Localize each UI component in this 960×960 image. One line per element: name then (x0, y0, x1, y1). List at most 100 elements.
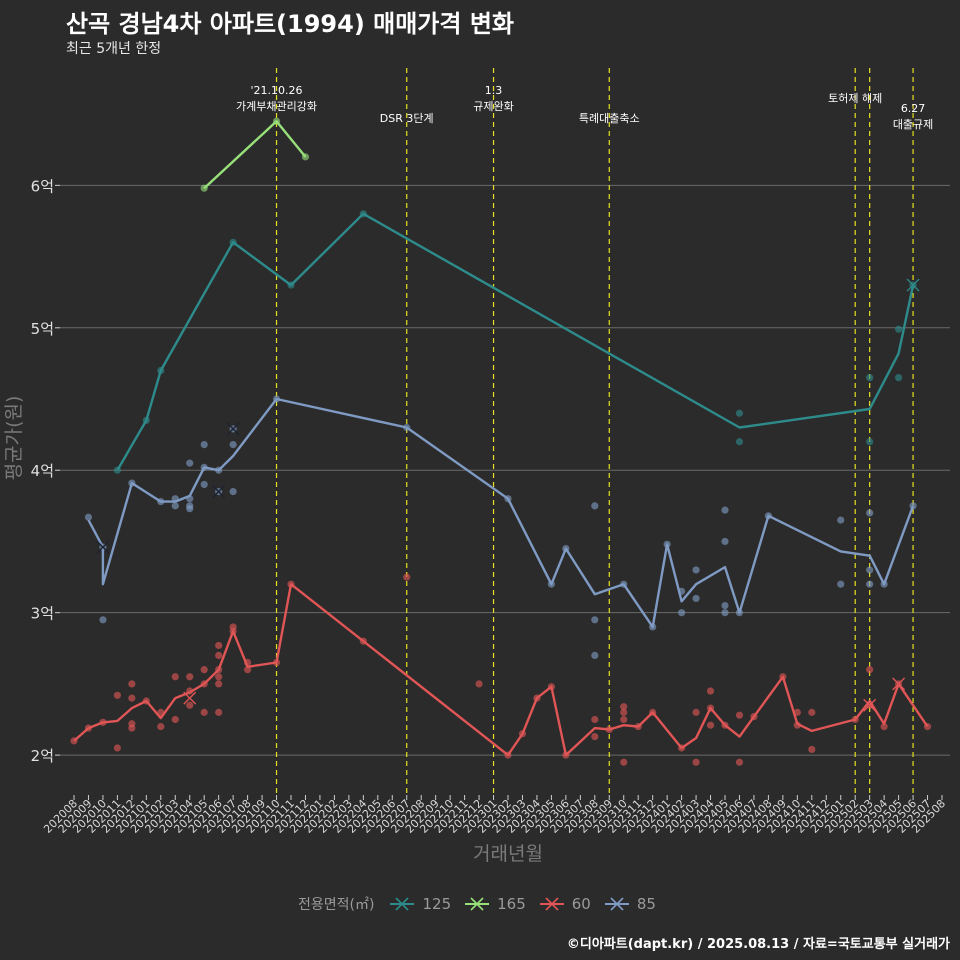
data-point (403, 573, 411, 581)
data-point (171, 673, 179, 681)
data-point (157, 723, 165, 731)
data-point (200, 440, 208, 449)
data-point (866, 438, 874, 446)
data-point (692, 566, 700, 574)
series-60 (70, 573, 932, 766)
series-line (116, 212, 915, 471)
series-line (87, 397, 915, 629)
data-point (692, 758, 700, 766)
data-point (895, 325, 903, 333)
data-point (808, 708, 816, 716)
data-point (215, 673, 223, 681)
data-point (866, 509, 874, 517)
series-line (203, 120, 307, 190)
data-point (215, 651, 223, 660)
series-group (70, 117, 932, 766)
y-axis-ticks: 2억 3억 4억 5억 6억 (31, 177, 60, 765)
cross-marker (906, 278, 920, 292)
legend: 전용면적(㎡) 125 165 60 85 (0, 894, 960, 914)
data-point (692, 708, 700, 716)
data-point (692, 594, 700, 603)
data-point (171, 715, 179, 724)
legend-swatch (390, 897, 415, 911)
series-85 (84, 395, 917, 660)
data-point (84, 513, 93, 521)
y-axis-title: 평균가(원) (3, 396, 25, 481)
legend-item-165: 165 (463, 895, 526, 913)
data-point (721, 601, 729, 610)
data-point (200, 666, 208, 674)
cross-marker (863, 698, 877, 712)
data-point (128, 680, 136, 688)
legend-label: 60 (571, 895, 591, 913)
data-point (721, 506, 729, 514)
event-label: '21.10.26 (251, 84, 303, 97)
data-point (186, 673, 194, 681)
event-label: 가계부채관리강화 (236, 100, 317, 113)
event-label: 대출규제 (893, 118, 933, 131)
data-point (244, 666, 252, 674)
legend-item-125: 125 (388, 895, 451, 913)
data-point (808, 745, 816, 754)
legend-item-85: 85 (603, 895, 656, 913)
data-point (171, 502, 179, 510)
data-point (866, 580, 874, 588)
source-caption: ©디아파트(dapt.kr) / 2025.08.13 / 자료=국토교통부 실… (566, 937, 950, 952)
series-line (73, 583, 929, 757)
data-point (229, 487, 237, 496)
series-125 (113, 210, 920, 474)
legend-swatch (604, 897, 629, 911)
y-tick-label: 5억 (31, 320, 54, 338)
y-tick-label: 4억 (31, 462, 54, 480)
data-point (591, 715, 599, 724)
data-point (895, 374, 903, 382)
data-point (591, 732, 599, 741)
data-point (475, 680, 483, 688)
data-point (186, 505, 194, 513)
data-point (200, 708, 208, 716)
data-point (591, 616, 599, 624)
cross-marker (212, 485, 226, 499)
series-165 (200, 117, 310, 192)
legend-item-60: 60 (538, 895, 591, 913)
data-point (735, 438, 744, 446)
legend-label: 125 (422, 895, 452, 913)
data-point (591, 502, 599, 510)
legend-swatch (539, 897, 564, 911)
data-point (735, 409, 744, 417)
data-point (200, 480, 208, 489)
data-point (99, 616, 107, 624)
event-label: 6.27 (901, 102, 926, 115)
x-axis-ticks: 2020082020092020102020112020122021012021… (41, 795, 948, 836)
data-point (837, 580, 845, 588)
data-point (866, 566, 874, 574)
data-point (591, 651, 599, 660)
data-point (620, 708, 628, 716)
data-point (620, 715, 628, 724)
chart-title: 산곡 경남4차 아파트(1994) 매매가격 변화 (66, 10, 514, 38)
data-point (620, 703, 628, 711)
event-label: 토허제 해제 (828, 91, 882, 105)
event-label: 1.3 (485, 84, 503, 97)
data-point (128, 724, 136, 732)
legend-swatch (465, 897, 490, 911)
cross-marker (96, 540, 110, 554)
data-point (735, 711, 744, 719)
x-axis-title: 거래년월 (473, 843, 543, 865)
data-point (186, 701, 194, 709)
cross-marker (892, 677, 906, 691)
y-tick-label: 2억 (31, 747, 54, 765)
data-point (113, 691, 121, 699)
data-point (721, 537, 729, 546)
data-point (215, 680, 223, 688)
grid-lines (60, 184, 950, 756)
data-point (735, 758, 744, 766)
data-point (678, 609, 686, 617)
data-point (620, 758, 628, 766)
data-point (706, 687, 715, 695)
data-point (866, 666, 874, 674)
y-tick-label: 6억 (31, 177, 54, 195)
data-point (229, 440, 237, 449)
event-label: 특례대출축소 (579, 112, 640, 125)
